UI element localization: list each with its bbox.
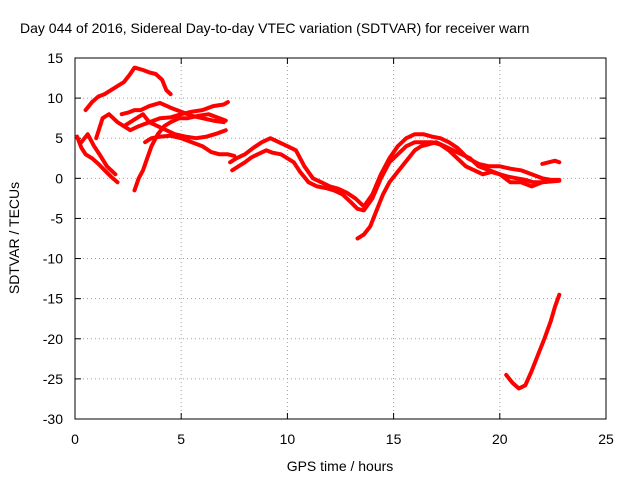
x-tick-label: 15 [386, 431, 402, 447]
y-tick-label: -20 [43, 331, 63, 347]
axis-ticks [74, 57, 607, 420]
y-tick-label: 10 [47, 90, 63, 106]
x-tick-label: 25 [598, 431, 614, 447]
series-arc-4 [94, 100, 230, 141]
chart-title: Day 044 of 2016, Sidereal Day-to-day VTE… [20, 20, 529, 36]
y-tick-label: 5 [55, 130, 63, 146]
series-arc-5 [119, 100, 226, 125]
series-layer [75, 65, 562, 391]
x-tick-label: 0 [71, 431, 79, 447]
series-arc-12 [540, 158, 562, 166]
tick-labels: 0 5 10 15 20 25 15 10 5 0 -5 -10 -15 -20 -25 -30 [43, 50, 614, 447]
series-arc-6 [121, 112, 228, 141]
grid [75, 58, 606, 419]
series-arc-3 [83, 65, 173, 113]
x-tick-label: 5 [177, 431, 185, 447]
y-tick-label: -25 [43, 371, 63, 387]
series-arc-11 [355, 140, 545, 241]
y-tick-label: -30 [43, 411, 63, 427]
y-tick-label: -15 [43, 291, 63, 307]
series-arc-7 [132, 112, 228, 193]
x-axis-label: GPS time / hours [287, 458, 394, 474]
series-arc-8 [143, 133, 237, 158]
series-arc-10 [228, 132, 562, 209]
series-arc-1 [75, 134, 120, 185]
y-tick-label: 0 [55, 170, 63, 186]
y-tick-label: -5 [51, 210, 64, 226]
x-tick-label: 10 [280, 431, 296, 447]
series-arc-2 [79, 132, 118, 177]
x-tick-label: 20 [492, 431, 508, 447]
y-axis-label: SDTVAR / TECUs [6, 182, 22, 294]
y-tick-label: -10 [43, 251, 63, 267]
series-arc-13 [504, 292, 562, 391]
y-tick-label: 15 [47, 50, 63, 66]
plot-frame [74, 57, 607, 420]
